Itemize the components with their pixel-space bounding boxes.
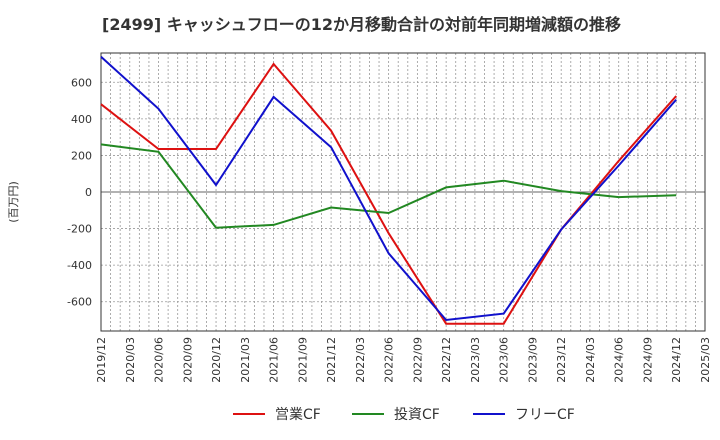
x-tick-label: 2023/09 (526, 337, 539, 383)
x-tick-label: 2020/12 (210, 337, 223, 383)
y-tick-label: 200 (71, 149, 92, 162)
series-line-営業CF (100, 62, 677, 325)
y-tick-label: -400 (67, 259, 92, 272)
x-tick-label: 2021/09 (296, 337, 309, 383)
legend-label: フリーCF (515, 407, 575, 423)
x-tick-label: 2023/12 (555, 337, 568, 383)
chart-title: [2499] キャッシュフローの12か月移動合計の対前年同期増減額の推移 (102, 15, 621, 34)
plot-frame (100, 52, 706, 332)
y-tick-label: -600 (67, 296, 92, 309)
x-tick-label: 2022/12 (440, 337, 453, 383)
y-tick-label: 0 (85, 186, 92, 199)
y-axis-title: (百万円) (7, 181, 20, 223)
x-tick-label: 2024/03 (584, 337, 597, 383)
x-tick-label: 2025/03 (699, 337, 712, 383)
series-group (100, 55, 677, 325)
grid (100, 53, 706, 331)
series-line-フリーCF (100, 55, 677, 322)
x-tick-label: 2020/06 (153, 337, 166, 383)
y-axis: -600 -400 -200 0 200 400 600 (67, 76, 92, 308)
x-tick-label: 2024/09 (641, 337, 654, 383)
x-tick-label: 2023/03 (469, 337, 482, 383)
x-tick-label: 2022/06 (383, 337, 396, 383)
series-line-投資CF (100, 143, 677, 229)
x-tick-label: 2021/03 (239, 337, 252, 383)
x-axis: 2019/12 2020/03 2020/06 2020/09 2020/12 2021/… (95, 337, 712, 383)
x-tick-label: 2020/03 (124, 337, 137, 383)
x-tick-label: 2022/03 (354, 337, 367, 383)
legend-label: 営業CF (275, 407, 321, 423)
x-tick-label: 2023/06 (498, 337, 511, 383)
y-tick-label: 400 (71, 113, 92, 126)
y-tick-label: 600 (71, 76, 92, 89)
x-tick-label: 2024/06 (613, 337, 626, 383)
x-tick-label: 2021/12 (325, 337, 338, 383)
x-tick-label: 2024/12 (670, 337, 683, 383)
x-tick-label: 2019/12 (95, 337, 108, 383)
y-tick-label: -200 (67, 223, 92, 236)
x-tick-label: 2022/09 (411, 337, 424, 383)
plot-area-border (100, 52, 706, 332)
legend-label: 投資CF (394, 407, 440, 423)
legend[interactable]: 営業CF 投資CF フリーCF (233, 407, 575, 423)
x-tick-label: 2020/09 (181, 337, 194, 383)
x-tick-label: 2021/06 (268, 337, 281, 383)
